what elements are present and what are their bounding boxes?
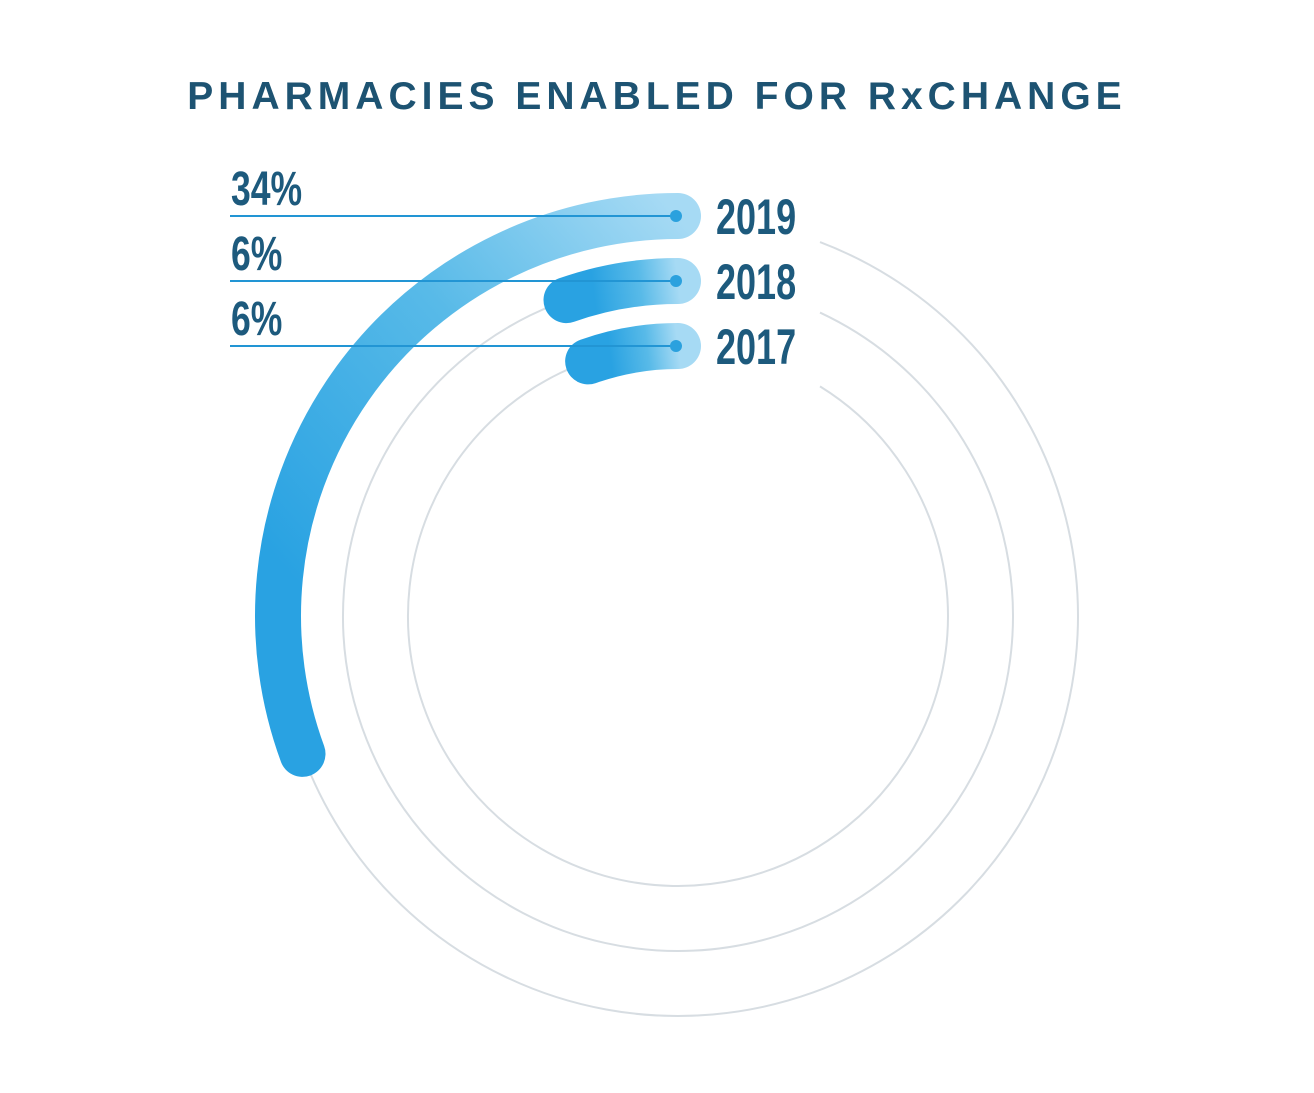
year-label-2018: 2018	[716, 254, 797, 310]
chart-title: PHARMACIES ENABLED FOR RxCHANGE	[187, 75, 1127, 118]
track-ring-2017	[406, 345, 949, 887]
leader-dot-2018	[670, 275, 682, 287]
leader-dot-2017	[670, 340, 682, 352]
leader-dot-2019	[670, 210, 682, 222]
percent-label-2017: 6%	[231, 293, 283, 346]
value-arc-2019	[255, 193, 701, 777]
value-arc-2017	[565, 323, 701, 385]
value-arc-2018	[543, 258, 701, 324]
year-label-2017: 2017	[716, 319, 797, 375]
percent-label-2019: 34%	[231, 163, 303, 216]
track-ring-2018	[342, 280, 1015, 952]
percent-label-2018: 6%	[231, 228, 283, 281]
year-label-2019: 2019	[716, 189, 797, 245]
